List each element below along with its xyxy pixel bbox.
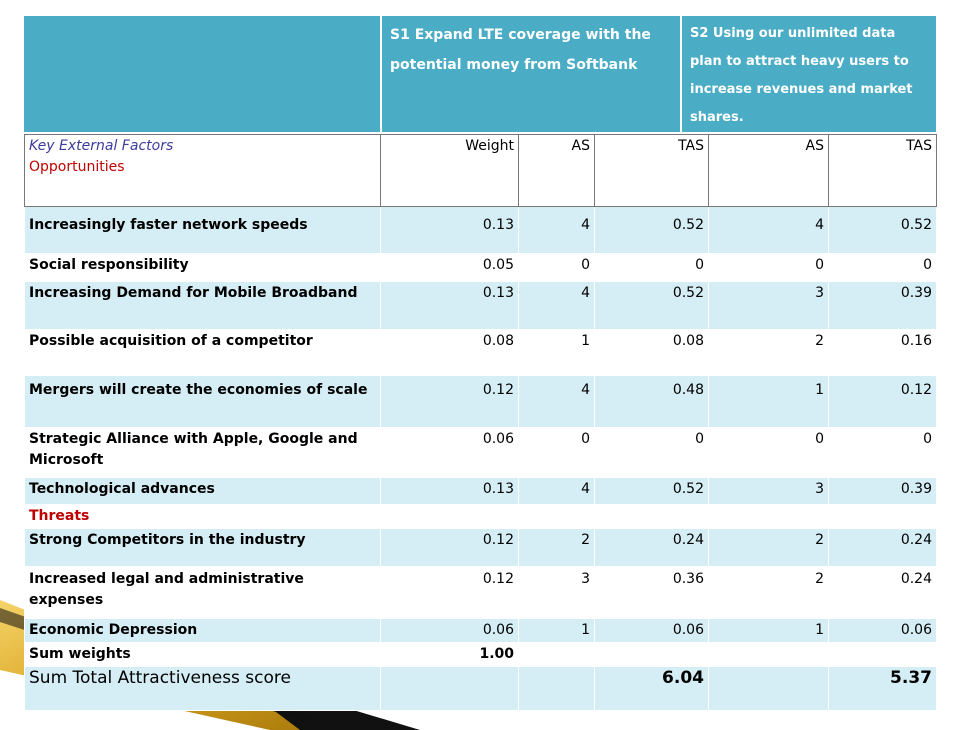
total-score-label: Sum Total Attractiveness score [24,666,381,711]
s1-tas-cell: 0 [594,253,709,282]
s2-as-cell: 0 [708,427,829,478]
s2-tas-cell: 0 [828,427,937,478]
sum-weights-row: Sum weights 1.00 [24,642,937,667]
s2-tas-cell: 0 [828,253,937,282]
strategy-header: S1 Expand LTE coverage with the potentia… [24,16,936,132]
weight-cell: 0.13 [380,477,519,505]
s1-as-cell: 2 [518,528,595,567]
s1-as-cell: 4 [518,477,595,505]
factor-column-title: Key External Factors [29,138,174,154]
factor-name: Mergers will create the economies of sca… [24,375,381,428]
s1-as-cell: 4 [518,281,595,330]
weight-cell: 0.06 [380,618,519,643]
weight-cell: 0.12 [380,528,519,567]
table-row: Strong Competitors in the industry 0.12 … [24,528,937,567]
s2-as-cell: 2 [708,528,829,567]
opportunities-label: Opportunities [29,159,125,175]
table-row: Mergers will create the economies of sca… [24,375,937,428]
sum-weights-label: Sum weights [24,642,381,667]
factor-name: Social responsibility [24,253,381,282]
s2-tas-cell: 0.06 [828,618,937,643]
s2-as-header: AS [708,134,829,207]
table-row: Strategic Alliance with Apple, Google an… [24,427,937,478]
threats-header-row: Threats [24,504,937,529]
s2-tas-header: TAS [828,134,937,207]
s2-tas-cell: 0.39 [828,477,937,505]
factor-name: Increasing Demand for Mobile Broadband [24,281,381,330]
s1-as-cell: 1 [518,329,595,376]
s1-tas-cell: 0.48 [594,375,709,428]
table-row: Technological advances 0.13 4 0.52 3 0.3… [24,477,937,505]
s1-tas-cell: 0.24 [594,528,709,567]
weight-cell: 0.08 [380,329,519,376]
threats-label: Threats [24,504,381,529]
s1-as-header: AS [518,134,595,207]
s1-as-cell: 4 [518,375,595,428]
s2-tas-cell: 0.12 [828,375,937,428]
s1-total-tas: 6.04 [594,666,709,711]
weight-header: Weight [380,134,519,207]
s1-as-cell: 0 [518,253,595,282]
factor-name: Strong Competitors in the industry [24,528,381,567]
s1-tas-cell: 0.52 [594,477,709,505]
factor-name: Economic Depression [24,618,381,643]
factor-name: Strategic Alliance with Apple, Google an… [24,427,381,478]
s1-as-cell: 1 [518,618,595,643]
s2-as-cell: 1 [708,375,829,428]
weight-cell: 0.13 [380,281,519,330]
s1-as-cell: 4 [518,206,595,254]
table-row: Economic Depression 0.06 1 0.06 1 0.06 [24,618,937,643]
qspm-table: Key External Factors Opportunities Weigh… [24,134,937,711]
s2-tas-cell: 0.16 [828,329,937,376]
strategy-s2-header: S2 Using our unlimited data plan to attr… [680,16,936,132]
s1-tas-cell: 0.52 [594,206,709,254]
table-row: Increased legal and administrative expen… [24,566,937,619]
s1-tas-cell: 0.06 [594,618,709,643]
s2-total-tas: 5.37 [828,666,937,711]
s1-tas-cell: 0 [594,427,709,478]
s2-tas-cell: 0.24 [828,566,937,619]
s1-tas-cell: 0.36 [594,566,709,619]
strategy-s1-header: S1 Expand LTE coverage with the potentia… [380,16,680,132]
weight-cell: 0.12 [380,566,519,619]
weight-cell: 0.13 [380,206,519,254]
weight-cell: 0.05 [380,253,519,282]
factor-name: Increasingly faster network speeds [24,206,381,254]
s2-as-cell: 1 [708,618,829,643]
factor-name: Technological advances [24,477,381,505]
s2-as-cell: 4 [708,206,829,254]
s2-as-cell: 0 [708,253,829,282]
s2-as-cell: 3 [708,477,829,505]
table-row: Social responsibility 0.05 0 0 0 0 [24,253,937,282]
s1-tas-cell: 0.08 [594,329,709,376]
table-row: Increasingly faster network speeds 0.13 … [24,206,937,254]
column-header-row: Key External Factors Opportunities Weigh… [24,134,937,207]
s1-as-cell: 0 [518,427,595,478]
s2-as-cell: 2 [708,329,829,376]
weight-cell: 0.06 [380,427,519,478]
sum-weights-value: 1.00 [380,642,519,667]
factor-name: Possible acquisition of a competitor [24,329,381,376]
s2-tas-cell: 0.52 [828,206,937,254]
factor-name: Increased legal and administrative expen… [24,566,381,619]
weight-cell: 0.12 [380,375,519,428]
table-row: Possible acquisition of a competitor 0.0… [24,329,937,376]
s2-tas-cell: 0.39 [828,281,937,330]
s2-as-cell: 3 [708,281,829,330]
s2-tas-cell: 0.24 [828,528,937,567]
total-score-row: Sum Total Attractiveness score 6.04 5.37 [24,666,937,711]
factor-header-cell: Key External Factors Opportunities [24,134,381,207]
table-row: Increasing Demand for Mobile Broadband 0… [24,281,937,330]
s1-as-cell: 3 [518,566,595,619]
s2-as-cell: 2 [708,566,829,619]
s1-tas-header: TAS [594,134,709,207]
s1-tas-cell: 0.52 [594,281,709,330]
